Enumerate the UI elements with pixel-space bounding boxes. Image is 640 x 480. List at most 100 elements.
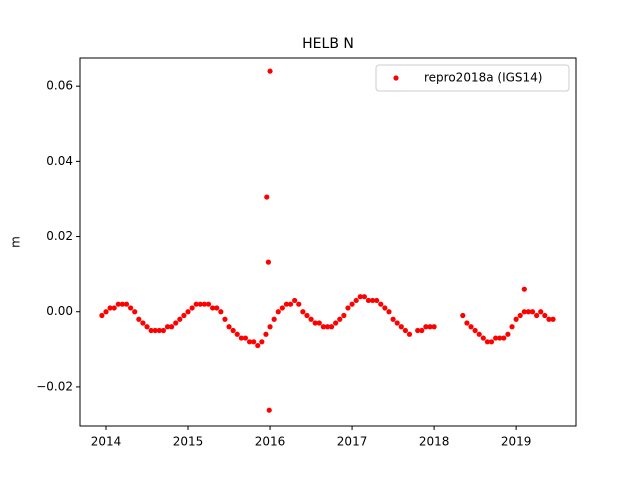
data-point [107, 305, 113, 311]
data-point [374, 297, 380, 304]
data-point [123, 301, 130, 307]
data-point [493, 335, 499, 341]
data-point [415, 327, 421, 334]
data-point [546, 316, 552, 322]
x-tick-label: 2017 [337, 435, 368, 449]
data-point [517, 312, 523, 319]
data-point [353, 297, 359, 304]
data-point [427, 324, 433, 330]
data-point [542, 312, 548, 319]
data-point [476, 331, 482, 337]
data-point [521, 286, 527, 292]
data-point [255, 342, 261, 349]
data-point [193, 301, 199, 307]
data-point [226, 324, 232, 330]
data-point [316, 320, 322, 326]
y-tick-label: 0.04 [46, 154, 73, 168]
data-point [402, 327, 408, 334]
data-point [345, 305, 351, 311]
data-point [390, 316, 396, 322]
data-point [525, 309, 532, 315]
data-point [333, 320, 339, 326]
data-point [521, 309, 527, 315]
data-point [99, 312, 105, 319]
data-point [460, 312, 466, 319]
data-point [513, 316, 519, 322]
data-point [534, 312, 540, 319]
data-point [324, 324, 331, 330]
data-point [259, 339, 265, 345]
data-point [484, 339, 491, 345]
data-point [136, 316, 142, 322]
data-point [173, 320, 179, 326]
x-tick-label: 2014 [91, 435, 122, 449]
data-point [488, 339, 495, 345]
data-point [264, 194, 270, 200]
data-point [115, 301, 121, 307]
data-point [218, 309, 224, 315]
data-point [251, 339, 257, 345]
data-point [497, 335, 503, 341]
data-point [189, 305, 195, 311]
data-point [234, 331, 240, 337]
data-point [222, 316, 228, 322]
data-point [214, 305, 220, 311]
legend-box [375, 64, 570, 92]
data-point [164, 324, 171, 330]
data-point [300, 309, 306, 315]
y-tick-label: 0.06 [46, 79, 73, 93]
data-point [369, 297, 376, 304]
data-point [156, 327, 162, 334]
data-point [468, 324, 474, 330]
data-point [308, 316, 314, 322]
data-point [185, 309, 191, 315]
x-tick-label: 2015 [173, 435, 204, 449]
data-point [160, 327, 167, 334]
data-point [341, 312, 347, 319]
data-point [538, 309, 544, 315]
data-point [246, 339, 253, 345]
y-tick-label: 0.02 [46, 229, 73, 243]
y-tick-label: 0.00 [46, 304, 73, 318]
data-point [265, 259, 272, 265]
data-point [382, 305, 388, 311]
data-point [267, 324, 273, 330]
data-point [501, 335, 507, 341]
data-point [529, 309, 536, 315]
data-point [238, 335, 244, 341]
data-point [263, 331, 269, 337]
data-point [386, 309, 392, 315]
y-axis-label: m [9, 236, 23, 248]
data-point [328, 324, 335, 330]
data-point [140, 320, 146, 326]
data-point [296, 301, 302, 307]
data-point [357, 294, 363, 300]
data-point [550, 316, 556, 322]
data-point [398, 324, 404, 330]
data-point [472, 327, 478, 334]
data-point [230, 327, 236, 334]
data-point [128, 305, 134, 311]
data-point [349, 301, 355, 307]
data-point [242, 335, 249, 341]
plot-frame [79, 57, 577, 427]
data-point [144, 324, 150, 330]
data-point [177, 316, 183, 322]
data-point [103, 309, 109, 315]
data-point [423, 324, 429, 330]
data-point [361, 294, 367, 300]
data-point [169, 324, 175, 330]
data-point [275, 309, 281, 315]
data-point [419, 327, 425, 334]
data-point [406, 331, 413, 337]
x-tick-label: 2018 [419, 435, 450, 449]
data-point [320, 324, 326, 330]
data-point [365, 297, 372, 304]
data-point [464, 320, 470, 326]
data-point [292, 297, 298, 304]
data-point [505, 331, 511, 337]
data-point [148, 327, 154, 334]
data-point [312, 320, 318, 326]
data-point [279, 305, 285, 311]
data-point [201, 301, 208, 307]
